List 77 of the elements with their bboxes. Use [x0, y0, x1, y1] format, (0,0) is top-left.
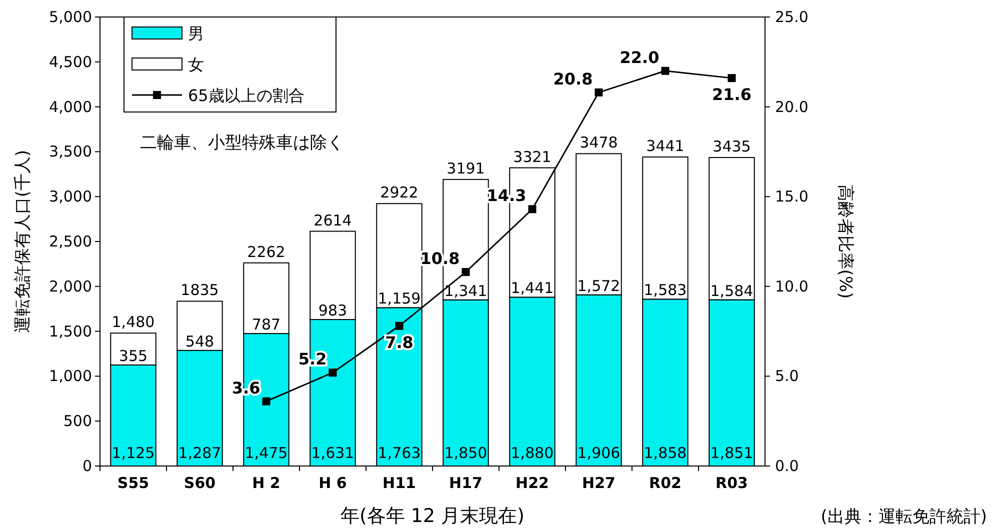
data-label: 1,287 — [178, 444, 222, 462]
point — [528, 205, 536, 214]
point — [594, 88, 603, 96]
total-label: 3435 — [712, 138, 751, 156]
annotation: 二輪車、小型特殊車は除く — [140, 133, 344, 153]
point — [462, 268, 470, 276]
point — [728, 74, 736, 82]
total-label: 3321 — [513, 148, 552, 166]
data-label: 355 — [118, 346, 148, 365]
data-label: 1,475 — [244, 444, 288, 462]
y-tick-label: 2,000 — [49, 277, 92, 296]
total-label: 1,480 — [112, 313, 155, 332]
data-label: 1,584 — [710, 282, 754, 300]
y-tick-label: 1,500 — [49, 322, 92, 340]
x-tick-label: R02 — [649, 474, 682, 492]
y-tick-label: 4,000 — [49, 98, 92, 116]
y2-tick-label: 20.0 — [775, 98, 808, 116]
data-label: 548 — [185, 332, 214, 350]
text: (出典：運転免許統計) — [820, 507, 987, 527]
y-tick-label: 3,000 — [49, 188, 92, 206]
total-label: 3478 — [580, 134, 618, 152]
data-label: 983 — [318, 302, 348, 320]
total-label: 2262 — [247, 242, 286, 261]
point — [262, 397, 270, 406]
data-label: 1,851 — [710, 444, 754, 462]
data-label: 1,341 — [444, 282, 488, 300]
data-label: 1,858 — [644, 444, 687, 462]
data-label: 787 — [252, 316, 281, 334]
data-label: 22.0 — [620, 48, 660, 67]
data-label: 1,880 — [510, 444, 554, 462]
x-tick-label: R03 — [716, 474, 748, 492]
x-tick-label: H22 — [516, 474, 549, 492]
y2-tick-label: 25.0 — [775, 8, 808, 26]
x-axis-title: 年(各年 12 月末現在) — [340, 505, 525, 527]
x-tick-label: H 2 — [252, 474, 280, 492]
data-label: 1,906 — [577, 444, 620, 462]
total-label: 3191 — [446, 159, 485, 178]
total-label: 2614 — [314, 211, 352, 230]
x-tick-label: H27 — [582, 474, 616, 492]
y-tick-label: 1,000 — [49, 367, 92, 386]
total-label: 1835 — [180, 281, 219, 300]
x-tick-label: S60 — [184, 474, 216, 492]
data-label: 1,441 — [510, 279, 554, 298]
total-label: 2922 — [380, 184, 418, 202]
x-tick-label: H 6 — [318, 474, 347, 492]
total-label: 3441 — [646, 137, 684, 155]
y2-tick-label: 5.0 — [775, 367, 799, 386]
x-tick-label: H11 — [382, 474, 416, 492]
y2-tick-label: 10.0 — [775, 277, 808, 296]
x-tick-label: H17 — [449, 474, 482, 492]
data-label: 1,583 — [644, 281, 687, 300]
data-label: 1,631 — [311, 444, 354, 462]
data-label: 20.8 — [553, 69, 593, 88]
data-label: 1,159 — [378, 290, 421, 308]
legend-label: 男 — [188, 24, 204, 43]
point — [395, 322, 404, 330]
y-tick-label: 4,500 — [49, 52, 92, 71]
legend-label: 女 — [188, 55, 204, 74]
y2-tick-label: 15.0 — [775, 188, 808, 206]
y-axis-title: 運転免許保有人口(千人) — [13, 150, 33, 334]
y2-axis-title: 高齢者比率(%) — [835, 184, 855, 299]
data-label: 7.8 — [385, 332, 414, 352]
y-tick-label: 500 — [63, 412, 92, 430]
y-tick-label: 0 — [82, 457, 92, 475]
data-label: 1,572 — [577, 276, 620, 295]
y2-tick-label: 0.0 — [775, 457, 799, 475]
x-tick-label: S55 — [117, 474, 150, 492]
point — [328, 368, 337, 377]
legend-label: 65歳以上の割合 — [188, 86, 304, 105]
data-label: 1,125 — [112, 444, 155, 462]
y-tick-label: 2,500 — [49, 232, 92, 250]
data-label: 1,763 — [378, 444, 421, 462]
y-tick-label: 5,000 — [49, 8, 92, 26]
data-label: 1,850 — [444, 444, 488, 462]
data-label: 21.6 — [712, 85, 752, 104]
point — [661, 66, 670, 75]
y-tick-label: 3,500 — [49, 142, 92, 161]
